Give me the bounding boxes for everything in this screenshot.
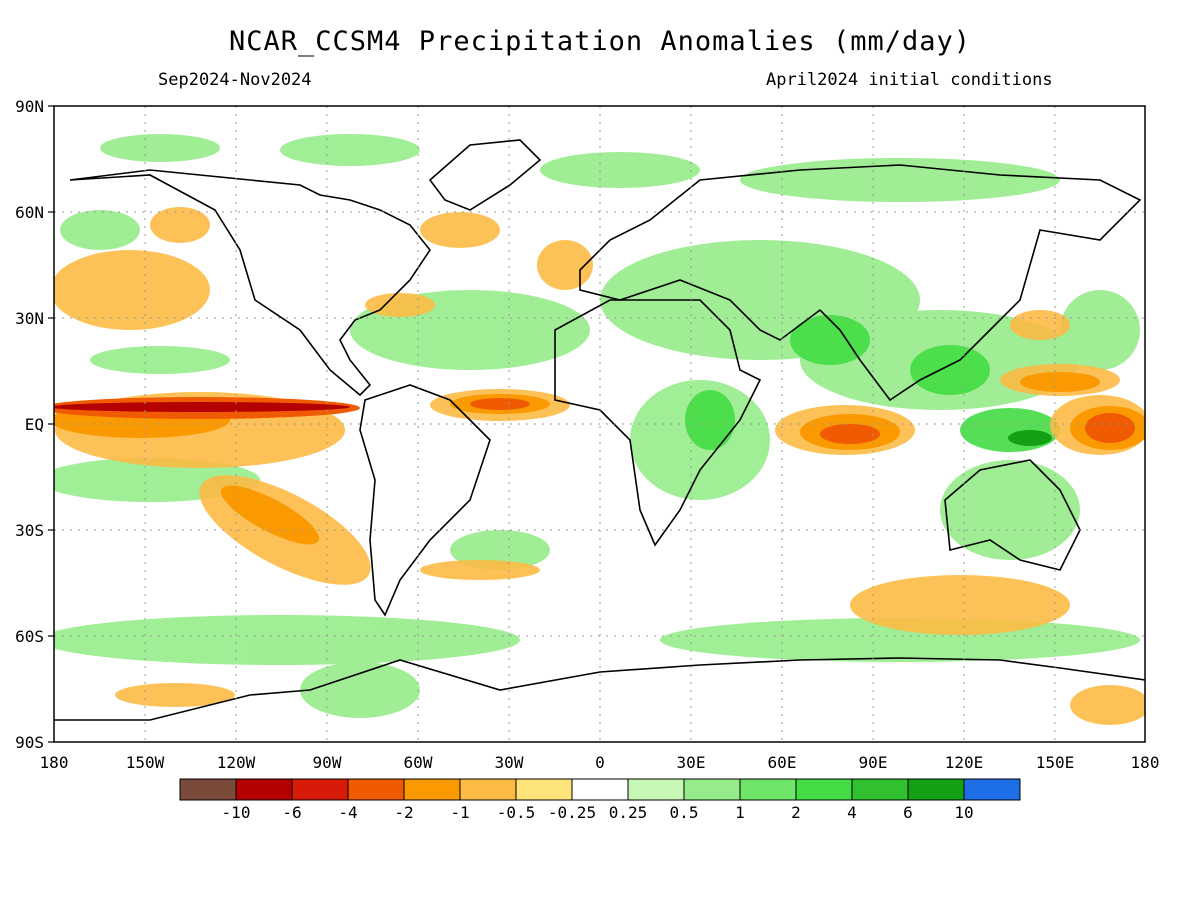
axis-ticks [48, 105, 54, 743]
legend-swatch [683, 778, 741, 801]
map-title: NCAR_CCSM4 Precipitation Anomalies (mm/d… [229, 26, 971, 57]
legend-label: 0.25 [609, 803, 648, 822]
lat-label: 90N [15, 97, 44, 116]
legend-label: 0.5 [670, 803, 699, 822]
lon-label: 120E [945, 753, 984, 772]
lon-label: 30E [677, 753, 706, 772]
legend-swatch [459, 778, 517, 801]
longitude-axis: 180 150W 120W 90W 60W 30W 0 30E 60E 90E … [40, 753, 1160, 772]
season-label: Sep2024-Nov2024 [158, 70, 312, 90]
lon-label: 60E [768, 753, 797, 772]
legend-label: -4 [338, 803, 357, 822]
legend-swatch [907, 778, 965, 801]
lon-label: 60W [404, 753, 433, 772]
initial-conditions-label: April2024 initial conditions [766, 70, 1053, 90]
legend-label: 6 [903, 803, 913, 822]
legend-swatch [795, 778, 853, 801]
legend-swatch [851, 778, 909, 801]
legend-label: 4 [847, 803, 857, 822]
legend-label: -10 [222, 803, 251, 822]
legend-label: -0.5 [497, 803, 536, 822]
anomaly-shading [54, 134, 1145, 725]
lon-label: 30W [495, 753, 524, 772]
coastlines [54, 139, 1145, 721]
legend-swatch [627, 778, 685, 801]
legend-label: -0.25 [548, 803, 596, 822]
legend-swatch [179, 778, 237, 801]
legend-label: 1 [735, 803, 745, 822]
lon-label: 180 [40, 753, 69, 772]
legend-label: 10 [954, 803, 973, 822]
legend-label: 2 [791, 803, 801, 822]
latitude-axis: 90N 60N 30N EQ 30S 60S 90S [15, 97, 44, 752]
lon-label: 0 [595, 753, 605, 772]
lat-label: 90S [15, 733, 44, 752]
graticule [54, 106, 1145, 742]
legend-label: -2 [394, 803, 413, 822]
lon-label: 180 [1131, 753, 1160, 772]
lat-label: 60S [15, 627, 44, 646]
lat-label: 60N [15, 203, 44, 222]
legend-swatch [291, 778, 349, 801]
color-legend: -10 -6 -4 -2 -1 -0.5 -0.25 0.25 0.5 1 2 4 6 10 [179, 778, 1021, 822]
legend-label: -1 [450, 803, 469, 822]
legend-swatch [739, 778, 797, 801]
legend-label: -6 [282, 803, 301, 822]
legend-swatch [403, 778, 461, 801]
legend-swatch [515, 778, 573, 801]
lon-label: 90E [859, 753, 888, 772]
legend-swatch [571, 778, 629, 801]
lon-label: 150W [126, 753, 165, 772]
lat-label: 30N [15, 309, 44, 328]
lon-label: 120W [217, 753, 256, 772]
lat-label: 30S [15, 521, 44, 540]
legend-swatch [235, 778, 293, 801]
legend-swatch [963, 778, 1021, 801]
legend-swatch [347, 778, 405, 801]
lon-label: 150E [1036, 753, 1075, 772]
lon-label: 90W [313, 753, 342, 772]
lat-label: EQ [25, 415, 44, 434]
